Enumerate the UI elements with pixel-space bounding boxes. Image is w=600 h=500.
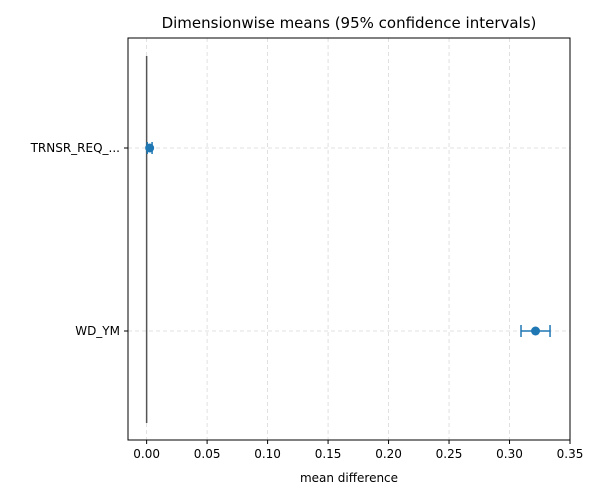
x-tick-label: 0.00 <box>133 447 160 461</box>
grid-lines <box>128 38 571 440</box>
x-tick-label: 0.05 <box>194 447 221 461</box>
x-tick-label: 0.25 <box>436 447 463 461</box>
x-axis-ticks: 0.00 0.05 0.10 0.15 0.20 0.25 0.30 0.35 <box>133 440 583 461</box>
x-tick-label: 0.35 <box>557 447 584 461</box>
x-axis-label: mean difference <box>300 471 398 485</box>
mean-point <box>531 326 541 336</box>
y-axis-ticks: TRNSR_REQ_... WD_YM <box>30 141 128 338</box>
x-tick-label: 0.15 <box>315 447 342 461</box>
x-tick-label: 0.20 <box>375 447 402 461</box>
plot-frame <box>127 37 571 441</box>
y-tick-label: TRNSR_REQ_... <box>30 141 120 155</box>
mean-point <box>145 143 155 153</box>
x-tick-label: 0.10 <box>254 447 281 461</box>
chart-title: Dimensionwise means (95% confidence inte… <box>162 14 537 32</box>
data-marks <box>145 142 551 337</box>
x-tick-label: 0.30 <box>496 447 523 461</box>
y-tick-label: WD_YM <box>75 324 120 338</box>
